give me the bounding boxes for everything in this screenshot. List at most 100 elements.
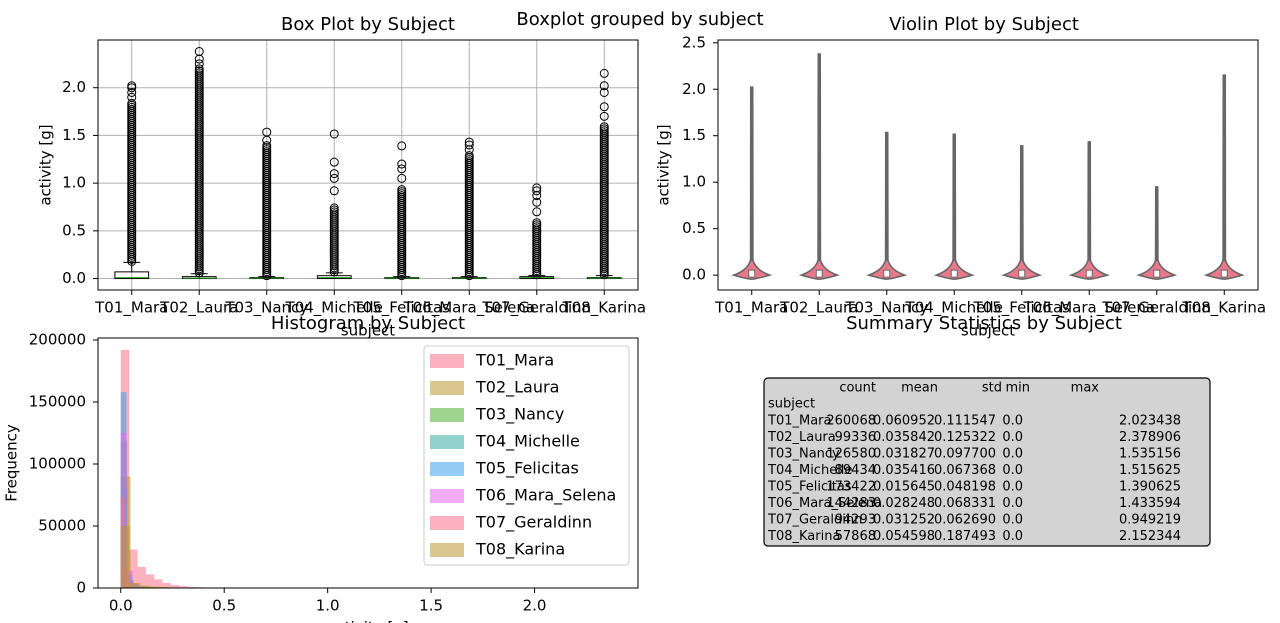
flier [194,59,204,69]
table-row-label: T05_Felicitas [767,480,852,495]
table-cell: 1.515625 [1119,463,1181,478]
hist-bar [129,583,139,588]
table-box [763,377,1211,547]
table-cell: 0.125322 [934,430,996,445]
flier [532,183,542,193]
table-row-label: T07_Geraldinn [767,513,862,528]
flier [397,159,407,169]
table-header: mean [901,381,938,396]
plot: 0.0 0.5 1.0 1.5 2.0 2.5 T01_MaraT02_LauraT03_N… [655,14,1267,340]
table-cell: 0.949219 [1119,513,1181,528]
y-tick-label: 2.5 [682,33,706,51]
x-tick-label: T02_Laura [159,299,238,318]
flier [329,129,339,139]
table-row-label: T06_Mara_Selena [767,496,882,511]
legend-box [423,345,630,566]
table-cell: 0.062690 [934,513,996,528]
table-cell: 0.111547 [934,414,996,429]
table-cell: 0.0 [1002,529,1023,544]
flier [532,186,542,196]
plot-area [731,53,1245,280]
table-cell: 0.097700 [934,447,996,462]
flier [329,203,339,213]
legend-label: T05_Felicitas [475,459,579,479]
x-tick-label: T02_Laura [779,299,858,318]
x-tick-label: T01_Mara [714,299,788,318]
plot: 0.0 0.5 1.0 1.5 2.0 T01_MaraT02_LauraT03_Nanc… [37,14,647,340]
chart-title: Box Plot by Subject [281,14,455,35]
table-cell: 126580 [826,447,876,462]
y-tick-label: 0.5 [62,221,86,239]
x-tick-label: 2.0 [523,597,547,615]
flier [329,173,339,183]
table-cell: 0.031827 [873,447,935,462]
legend-swatch [430,462,464,476]
flier [329,186,339,196]
flier [127,98,137,108]
legend-swatch [430,408,464,422]
y-tick-label: 0.5 [682,219,706,237]
y-axis-label: activity [g] [37,124,55,205]
x-tick-label: T07_Geraldinn [481,299,591,318]
flier [127,81,137,91]
hist-bar [126,570,133,588]
flier [464,140,474,150]
flier [464,151,474,161]
violin-box [1085,269,1093,278]
axes-frame [717,39,1259,291]
table-cell: 2.023438 [1119,414,1181,429]
hist-bar [129,549,138,588]
flier [397,173,407,183]
table-cell: 0.035842 [873,430,935,445]
table-cell: 57868 [835,529,876,544]
y-tick-label: 1.5 [62,126,86,144]
table-cell: 0.067368 [934,463,996,478]
x-tick-label: T03_Nancy [224,299,308,318]
x-tick-label: T01_Mara [94,299,168,318]
table-header: count [839,381,876,396]
violin-box [1018,269,1026,278]
table-header: min [1005,381,1030,396]
axes-frame [97,39,639,291]
x-tick-label: T05_Felicitas [973,299,1071,318]
x-tick-label: T08_Karina [1181,299,1266,318]
flier [599,87,609,97]
y-tick-label: 2.0 [62,78,86,96]
violin-box [883,269,891,278]
y-tick-label: 200000 [29,330,86,348]
hist-bar [138,586,148,588]
flier [532,197,542,207]
violin-box [1153,269,1161,278]
violin-box [1220,269,1228,278]
hist-bar [179,586,188,588]
axes-frame [97,337,639,589]
plot-area [120,349,230,588]
table-cell: 0.031252 [873,513,935,528]
y-tick-label: 2.0 [682,80,706,98]
hist-bar [120,525,130,588]
legend-swatch [430,354,464,368]
table-cell: 144283 [826,496,876,511]
x-tick-label: T04_Michelle [285,299,383,318]
flier [397,185,407,195]
legend-swatch [430,543,464,557]
hist-bar [171,584,180,588]
box [114,271,150,280]
violin-box [950,269,958,278]
flier [194,46,204,56]
table-cell: 0.060952 [873,414,935,429]
table-cell: 0.028248 [873,496,935,511]
legend-label: T03_Nancy [475,405,564,425]
flier [532,218,542,228]
x-axis-label: subject [341,322,395,340]
legend-swatch [430,381,464,395]
flier [127,87,137,97]
flier [532,207,542,217]
flier [599,122,609,132]
plot: 0 50000 100000 150000 200000 0.0 0.5 1.0 1.5 2.0 T… [3,313,639,623]
table-cell: 2.378906 [1119,430,1181,445]
table-row-label: T03_Nancy [767,447,840,462]
x-tick-label: T03_Nancy [844,299,928,318]
hist-bar [137,566,146,588]
chart-title: Histogram by Subject [271,313,465,334]
